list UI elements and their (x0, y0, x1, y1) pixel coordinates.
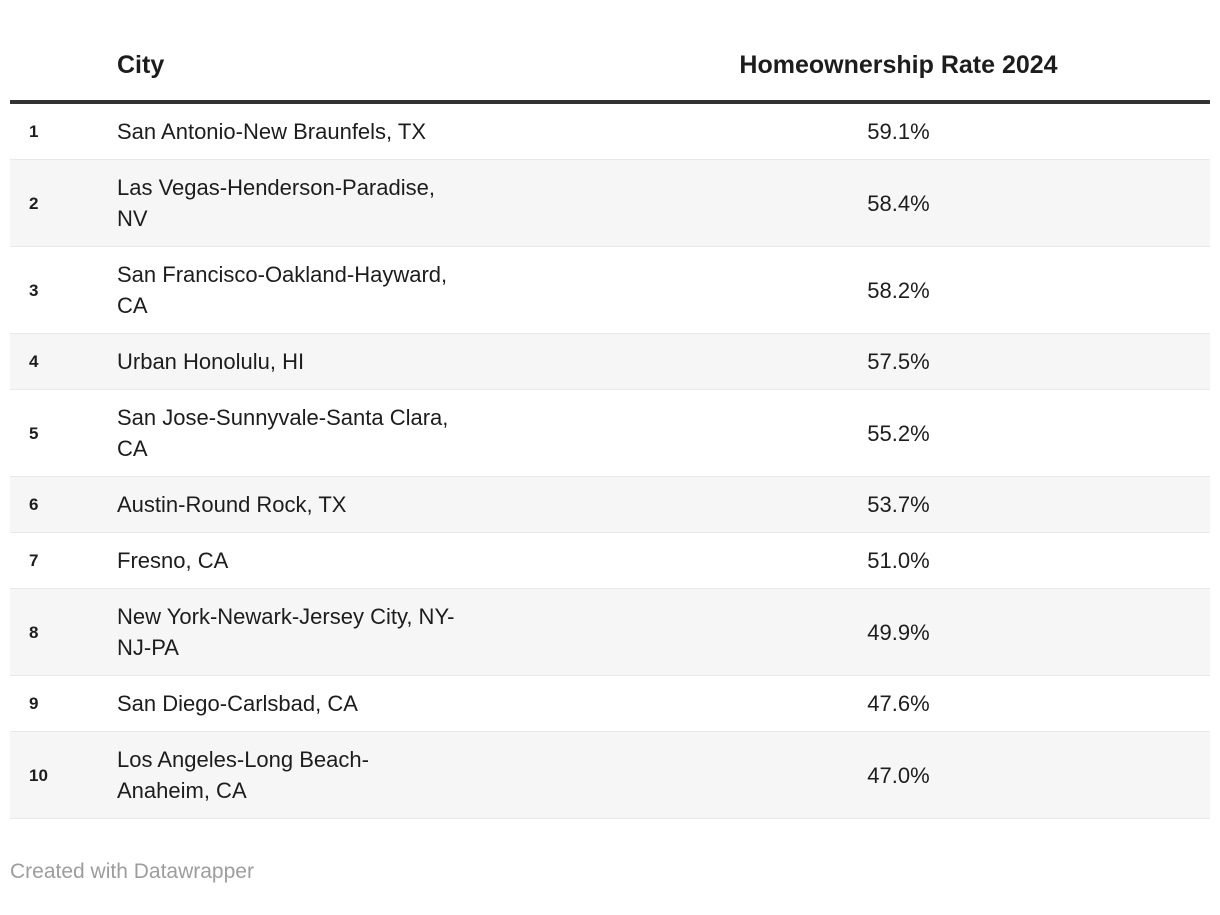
city-cell: Austin-Round Rock, TX (117, 477, 587, 533)
city-line: Urban Honolulu, HI (117, 349, 305, 374)
rate-cell: 55.2% (867, 420, 930, 446)
rank-cell: 7 (29, 551, 39, 570)
rate-cell: 57.5% (867, 349, 930, 374)
rate-cell: 47.6% (867, 691, 930, 716)
city-cell: San Francisco-Oakland-Hayward, CA (117, 247, 587, 334)
city-line: San Diego-Carlsbad, CA (117, 691, 358, 716)
header-rank (10, 39, 117, 104)
rank-cell: 3 (29, 280, 39, 300)
city-line: NJ-PA (117, 635, 179, 660)
city-line: New York-Newark-Jersey City, NY- (117, 604, 455, 629)
rate-cell: 53.7% (867, 492, 930, 517)
city-line: San Antonio-New Braunfels, TX (117, 119, 426, 144)
rank-cell: 6 (29, 495, 39, 514)
rank-cell: 9 (29, 694, 39, 713)
table-row: 3 San Francisco-Oakland-Hayward, CA 58.2% (10, 246, 1210, 334)
table-header: City Homeownership Rate 2024 (10, 39, 1210, 104)
rank-cell: 8 (29, 622, 39, 642)
rank-cell: 4 (29, 352, 39, 371)
rate-cell: 47.0% (867, 762, 930, 788)
city-cell: San Antonio-New Braunfels, TX (117, 102, 587, 160)
rate-cell: 59.1% (867, 119, 930, 144)
city-cell: Fresno, CA (117, 533, 587, 589)
homeownership-table: City Homeownership Rate 2024 1 San Antoni… (10, 39, 1210, 819)
city-line: San Francisco-Oakland-Hayward, (117, 262, 448, 287)
city-line: NV (117, 206, 148, 231)
header-row: City Homeownership Rate 2024 (10, 39, 1210, 104)
city-cell: Las Vegas-Henderson-Paradise, NV (117, 160, 587, 247)
city-cell: San Diego-Carlsbad, CA (117, 676, 587, 732)
rank-cell: 2 (29, 193, 39, 213)
rank-cell: 5 (29, 423, 39, 443)
rank-cell: 1 (29, 122, 39, 141)
city-cell: Urban Honolulu, HI (117, 334, 587, 390)
table-row: 9 San Diego-Carlsbad, CA 47.6% (10, 675, 1210, 732)
city-line: Anaheim, CA (117, 778, 247, 803)
city-line: Los Angeles-Long Beach- (117, 747, 369, 772)
city-line: San Jose-Sunnyvale-Santa Clara, (117, 405, 449, 430)
table-row: 2 Las Vegas-Henderson-Paradise, NV 58.4% (10, 159, 1210, 247)
table-row: 6 Austin-Round Rock, TX 53.7% (10, 476, 1210, 533)
city-cell: San Jose-Sunnyvale-Santa Clara, CA (117, 390, 587, 477)
header-city: City (117, 39, 587, 104)
table-row: 1 San Antonio-New Braunfels, TX 59.1% (10, 102, 1210, 160)
rate-cell: 49.9% (867, 619, 930, 645)
table-body: 1 San Antonio-New Braunfels, TX 59.1% 2 Las … (10, 102, 1210, 819)
table-row: 7 Fresno, CA 51.0% (10, 532, 1210, 589)
rank-cell: 10 (29, 765, 48, 785)
datawrapper-credit: Created with Datawrapper (10, 860, 254, 883)
table-row: 5 San Jose-Sunnyvale-Santa Clara, CA 55.2% (10, 389, 1210, 477)
city-line: Fresno, CA (117, 548, 229, 573)
city-cell: New York-Newark-Jersey City, NY- NJ-PA (117, 589, 587, 676)
rate-cell: 58.2% (867, 277, 930, 303)
city-cell: Los Angeles-Long Beach- Anaheim, CA (117, 732, 587, 819)
table-row: 10 Los Angeles-Long Beach- Anaheim, CA 47.0… (10, 731, 1210, 819)
city-line: CA (117, 436, 148, 461)
table-row: 8 New York-Newark-Jersey City, NY- NJ-PA 49… (10, 588, 1210, 676)
rate-cell: 58.4% (867, 190, 930, 216)
rate-cell: 51.0% (867, 548, 930, 573)
datawrapper-table-page: City Homeownership Rate 2024 1 San Antoni… (0, 39, 1220, 884)
city-line: Austin-Round Rock, TX (117, 492, 347, 517)
table-row: 4 Urban Honolulu, HI 57.5% (10, 333, 1210, 390)
city-line: Las Vegas-Henderson-Paradise, (117, 175, 435, 200)
header-rate: Homeownership Rate 2024 (587, 39, 1210, 104)
city-line: CA (117, 293, 148, 318)
